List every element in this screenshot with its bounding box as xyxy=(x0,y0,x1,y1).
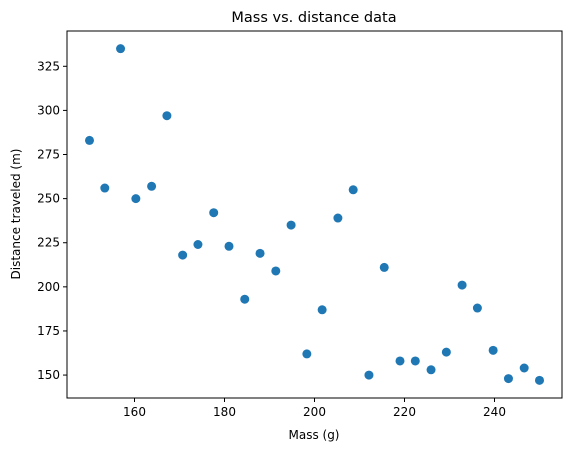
data-point xyxy=(395,356,405,366)
data-point xyxy=(535,375,544,385)
x-tick-label: 220 xyxy=(393,405,416,419)
x-tick-label: 240 xyxy=(483,405,506,419)
data-point xyxy=(209,208,219,218)
x-axis-ticks: 160 180 200 220 240 xyxy=(123,398,506,419)
data-point xyxy=(364,370,374,380)
data-point xyxy=(410,356,420,366)
data-point xyxy=(147,181,157,191)
data-point xyxy=(224,241,234,251)
data-point xyxy=(333,213,343,223)
y-tick-label: 225 xyxy=(37,236,60,250)
data-point xyxy=(193,239,203,249)
data-point xyxy=(441,347,451,357)
data-point xyxy=(100,183,110,193)
y-tick-label: 300 xyxy=(37,103,60,117)
data-point xyxy=(302,349,312,359)
y-tick-label: 175 xyxy=(37,324,60,338)
data-point xyxy=(131,194,141,204)
y-axis-label: Distance traveled (m) xyxy=(9,149,23,280)
data-point xyxy=(116,44,126,54)
data-point xyxy=(162,111,172,121)
y-tick-label: 325 xyxy=(37,59,60,73)
data-points xyxy=(85,44,544,385)
x-axis-label: Mass (g) xyxy=(288,428,339,442)
data-point xyxy=(379,262,389,272)
data-point xyxy=(519,363,529,373)
chart-title: Mass vs. distance data xyxy=(231,10,396,26)
y-tick-label: 200 xyxy=(37,280,60,294)
data-point xyxy=(503,374,513,384)
data-point xyxy=(271,266,281,276)
y-tick-label: 250 xyxy=(37,192,60,206)
data-point xyxy=(472,303,482,313)
y-tick-label: 275 xyxy=(37,148,60,162)
x-tick-label: 200 xyxy=(303,405,326,419)
data-point xyxy=(348,185,358,195)
data-point xyxy=(286,220,296,230)
data-point xyxy=(317,305,327,315)
data-point xyxy=(255,248,265,258)
data-point xyxy=(85,135,94,145)
data-point xyxy=(240,294,250,304)
x-tick-label: 160 xyxy=(123,405,146,419)
data-point xyxy=(488,345,498,355)
x-tick-label: 180 xyxy=(213,405,236,419)
data-point xyxy=(426,365,436,375)
y-axis-ticks: 150 175 200 225 250 275 300 325 xyxy=(37,59,67,382)
y-tick-label: 150 xyxy=(37,368,60,382)
data-point xyxy=(457,280,467,290)
data-point xyxy=(178,250,188,260)
